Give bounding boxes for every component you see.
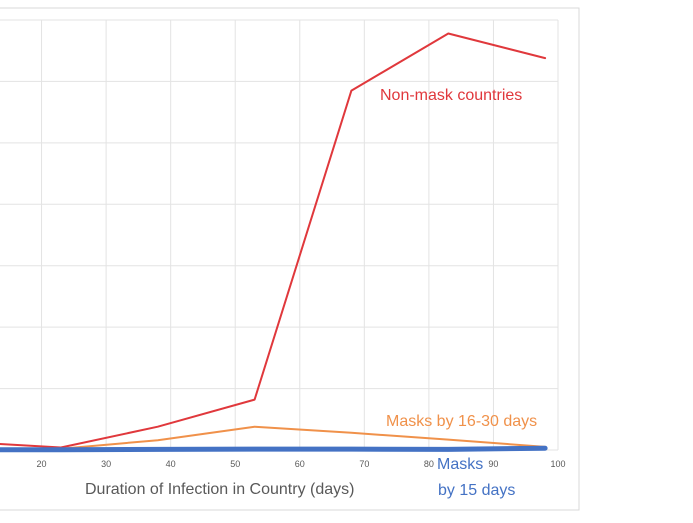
x-axis-title: Duration of Infection in Country (days)	[85, 481, 354, 498]
series-label-masks-15-line1: Masks	[437, 456, 483, 473]
x-tick-label-90: 90	[488, 459, 498, 469]
series-line-1	[0, 425, 547, 451]
x-tick-label-50: 50	[230, 459, 240, 469]
x-tick-labels: 20 30 40 50 60 70 80 90 100	[37, 459, 566, 469]
series-label-non-mask: Non-mask countries	[380, 87, 522, 104]
series-line-2	[0, 445, 548, 453]
x-tick-label-70: 70	[359, 459, 369, 469]
x-tick-label-40: 40	[166, 459, 176, 469]
x-tick-label-100: 100	[550, 459, 565, 469]
x-tick-label-30: 30	[101, 459, 111, 469]
series-label-masks-16-30: Masks by 16-30 days	[386, 413, 537, 430]
grid	[0, 19, 559, 451]
x-tick-label-60: 60	[295, 459, 305, 469]
x-tick-label-80: 80	[424, 459, 434, 469]
series-label-masks-15-line2: by 15 days	[438, 482, 515, 499]
series-lines	[0, 32, 548, 453]
plot-border	[0, 7, 580, 511]
x-tick-label-20: 20	[37, 459, 47, 469]
series-labels: Non-mask countries Masks by 16-30 days M…	[380, 87, 537, 499]
